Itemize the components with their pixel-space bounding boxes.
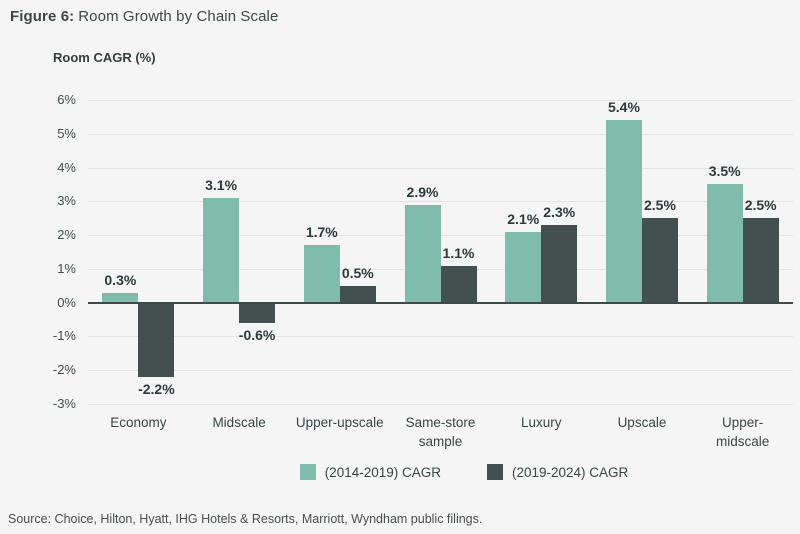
plot-area: 0.3% -2.2% 3.1% -0.6% 1.7% 0.5% 2.9% 1.1% 2.1% 2.…: [88, 99, 793, 405]
category-label-upper-midscale: Upper-midscale: [716, 415, 770, 449]
y-tick-label: 3%: [57, 193, 76, 209]
value-label-upper-midscale-s1: 3.5%: [708, 163, 741, 180]
category-label-same-store-sample: Same-store sample: [405, 415, 476, 449]
bar-series1-upscale: [605, 120, 642, 303]
bar-series2-same-store-sample: [440, 265, 477, 303]
bar-series2-upper-midscale: [742, 218, 779, 303]
bar-series1-same-store-sample: [404, 204, 441, 303]
bar-group-same-store-sample: 2.9% 1.1%: [390, 100, 491, 404]
y-tick-label: 1%: [57, 260, 76, 276]
y-tick-label: -2%: [52, 362, 76, 378]
bar-group-economy: 0.3% -2.2%: [88, 100, 189, 404]
y-tick-label: 6%: [57, 92, 76, 107]
y-axis-title: Room CAGR (%): [53, 50, 156, 65]
figure-title: Figure 6: Room Growth by Chain Scale: [10, 8, 278, 25]
bar-series2-luxury: [541, 224, 578, 303]
bar-group-luxury: 2.1% 2.3%: [491, 100, 592, 404]
y-tick-label: -3%: [52, 396, 76, 411]
legend-swatch-icon: [299, 464, 316, 480]
value-label-luxury-s1: 2.1%: [507, 210, 540, 227]
y-tick-label: 2%: [57, 227, 76, 243]
y-tick-label: 4%: [57, 159, 76, 175]
gridline: [88, 133, 793, 135]
legend-swatch-icon: [487, 464, 503, 480]
legend: (2014-2019) CAGR (2019-2024) CAGR: [64, 464, 800, 480]
value-label-upper-upscale-s2: 0.5%: [341, 264, 374, 281]
value-label-upscale-s1: 5.4%: [607, 99, 640, 116]
bar-series1-upper-upscale: [303, 245, 340, 303]
gridline: [88, 167, 793, 169]
y-tick-label: 0%: [57, 294, 76, 310]
bar-group-upper-midscale: 3.5% 2.5%: [692, 100, 793, 404]
value-label-midscale-s2: -0.6%: [238, 326, 276, 343]
value-label-same-store-sample-s1: 2.9%: [406, 183, 439, 200]
value-label-economy-s2: -2.2%: [138, 380, 175, 397]
bar-series2-upper-upscale: [339, 285, 376, 303]
category-label-upper-upscale: Upper-upscale: [295, 415, 384, 430]
gridline: [88, 100, 793, 101]
value-label-upscale-s2: 2.5%: [643, 197, 676, 214]
x-axis-category-labels: Economy Midscale Upper-upscale Same-store s…: [88, 414, 793, 452]
figure-label: Figure 6:: [10, 8, 75, 25]
value-label-midscale-s1: 3.1%: [205, 176, 238, 193]
figure-title-text: Room Growth by Chain Scale: [78, 8, 279, 25]
source-note: Source: Choice, Hilton, Hyatt, IHG Hotel…: [8, 512, 483, 526]
bar-group-upper-upscale: 1.7% 0.5%: [289, 100, 390, 404]
bar-group-upscale: 5.4% 2.5%: [592, 99, 693, 404]
value-label-same-store-sample-s2: 1.1%: [442, 244, 475, 261]
category-label-luxury: Luxury: [520, 415, 562, 430]
bar-series2-economy: [138, 302, 175, 377]
value-label-upper-midscale-s2: 2.5%: [744, 197, 777, 214]
legend-item-1: (2014-2019) CAGR: [299, 464, 441, 480]
value-label-economy-s1: 0.3%: [104, 271, 137, 288]
bar-series2-midscale: [239, 302, 276, 323]
bar-series1-economy: [102, 292, 139, 303]
value-label-luxury-s2: 2.3%: [543, 203, 576, 220]
bar-series1-upper-midscale: [706, 184, 743, 303]
zero-axis-line: [88, 301, 793, 304]
y-tick-label: -1%: [52, 328, 76, 344]
category-label-economy: Economy: [110, 415, 167, 430]
bar-series1-midscale: [203, 197, 240, 303]
legend-label: (2019-2024) CAGR: [512, 464, 629, 480]
legend-label: (2014-2019) CAGR: [324, 464, 441, 480]
bar-series2-upscale: [641, 218, 678, 303]
legend-item-2: (2019-2024) CAGR: [487, 464, 628, 480]
bar-groups: 0.3% -2.2% 3.1% -0.6% 1.7% 0.5% 2.9% 1.1% 2.1% 2.…: [88, 99, 793, 404]
category-label-midscale: Midscale: [212, 415, 266, 430]
bar-series1-luxury: [505, 231, 542, 303]
gridline: [88, 201, 793, 203]
bar-group-midscale: 3.1% -0.6%: [189, 100, 290, 404]
gridline: [88, 336, 793, 338]
gridline: [88, 370, 793, 372]
category-label-upscale: Upscale: [617, 415, 667, 430]
gridline: [88, 404, 793, 405]
y-axis-tick-labels: 6% 5% 4% 3% 2% 1% 0% -1% -2% -3%: [0, 92, 76, 411]
y-tick-label: 5%: [57, 125, 76, 141]
value-label-upper-upscale-s1: 1.7%: [305, 224, 338, 241]
